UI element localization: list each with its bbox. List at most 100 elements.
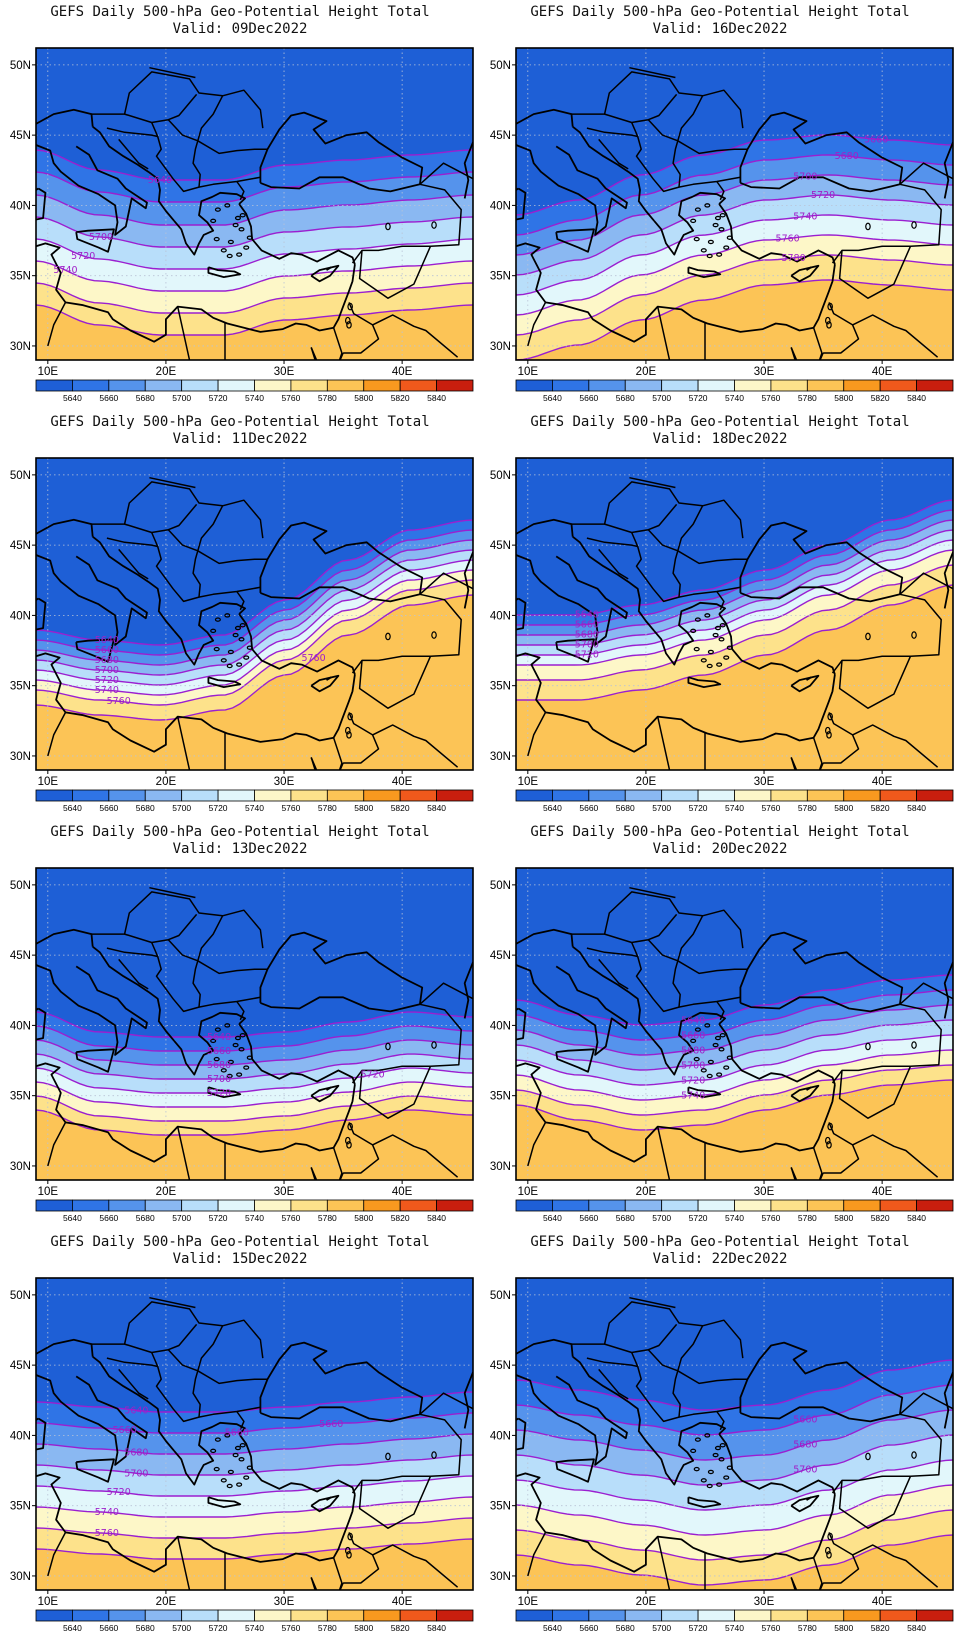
country-border bbox=[677, 1325, 704, 1372]
island bbox=[700, 1068, 707, 1073]
panel-valid-date: Valid: 13Dec2022 bbox=[172, 841, 308, 857]
country-border bbox=[823, 1144, 860, 1174]
country-border bbox=[419, 982, 473, 1005]
coastline bbox=[238, 1433, 356, 1495]
lake bbox=[385, 632, 391, 641]
country-border bbox=[831, 1003, 942, 1084]
country-border bbox=[571, 71, 744, 129]
lake bbox=[385, 1452, 391, 1461]
island bbox=[706, 253, 713, 259]
colorbar-cell bbox=[363, 1199, 401, 1212]
island bbox=[726, 1055, 733, 1060]
lat-tick-label: 30N bbox=[10, 341, 31, 353]
colorbar-cell bbox=[35, 379, 73, 392]
colorbar-label: 5680 bbox=[136, 803, 155, 813]
contour-line bbox=[36, 1496, 473, 1518]
country-border bbox=[647, 1349, 681, 1418]
country-border bbox=[823, 324, 860, 354]
lat-tick-label: 35N bbox=[490, 1091, 511, 1103]
colorbar-label: 5800 bbox=[354, 1213, 373, 1223]
lake bbox=[826, 731, 832, 739]
coastline bbox=[739, 111, 904, 193]
colorbar-cell bbox=[770, 1199, 808, 1212]
coastline bbox=[718, 1433, 836, 1495]
coastline bbox=[238, 613, 356, 675]
map-panel: GEFS Daily 500-hPa Geo-Potential Height … bbox=[480, 1230, 960, 1640]
colorbar-label: 5840 bbox=[907, 1213, 926, 1223]
colorbar-label: 5820 bbox=[391, 393, 410, 403]
island bbox=[704, 1023, 711, 1028]
colorbar-cell bbox=[552, 789, 590, 802]
colorbar-label: 5640 bbox=[543, 1623, 562, 1633]
island bbox=[234, 1035, 242, 1041]
island bbox=[690, 1448, 697, 1454]
country-border bbox=[790, 1577, 797, 1590]
contour-line bbox=[36, 304, 473, 336]
colorbar-label: 5700 bbox=[652, 803, 671, 813]
coastline bbox=[310, 1084, 340, 1103]
country-border bbox=[527, 1532, 547, 1577]
coastline bbox=[739, 931, 904, 1013]
contour-line bbox=[516, 499, 953, 616]
island bbox=[210, 628, 217, 634]
island bbox=[690, 1038, 697, 1044]
island bbox=[712, 222, 719, 228]
contour-label: 5760 bbox=[95, 1528, 119, 1539]
country-border bbox=[527, 712, 547, 757]
colorbar-cell bbox=[181, 789, 219, 802]
colorbar-label: 5820 bbox=[391, 803, 410, 813]
lon-tick-label: 30E bbox=[754, 1186, 775, 1198]
country-border bbox=[197, 505, 224, 552]
lon-tick-label: 20E bbox=[156, 1596, 177, 1608]
coastline bbox=[790, 1084, 820, 1103]
lake bbox=[346, 1141, 352, 1149]
contour-line bbox=[516, 1384, 953, 1436]
contour-label: 5660 bbox=[319, 1419, 343, 1430]
country-border bbox=[677, 915, 704, 962]
colorbar-label: 5760 bbox=[761, 803, 780, 813]
coastline bbox=[36, 1374, 148, 1466]
island bbox=[227, 649, 234, 655]
country-border bbox=[631, 942, 741, 1013]
colorbar-cell bbox=[290, 1609, 328, 1622]
country-border bbox=[838, 245, 912, 299]
coastline bbox=[653, 601, 726, 666]
lat-tick-label: 40N bbox=[10, 1430, 31, 1442]
colorbar-label: 5660 bbox=[579, 1213, 598, 1223]
colorbar-cell bbox=[916, 789, 954, 802]
country-border bbox=[197, 550, 268, 565]
colorbar-label: 5720 bbox=[689, 393, 708, 403]
colorbar-label: 5800 bbox=[354, 393, 373, 403]
panel-title: GEFS Daily 500-hPa Geo-Potential Height … bbox=[530, 414, 910, 430]
lake bbox=[865, 632, 871, 641]
country-border bbox=[47, 1532, 67, 1577]
contour-label: 5660 bbox=[575, 620, 599, 631]
country-border bbox=[716, 591, 725, 611]
country-border bbox=[106, 537, 158, 548]
lake bbox=[345, 726, 351, 735]
island bbox=[238, 1047, 245, 1052]
coastline bbox=[207, 1086, 242, 1098]
country-border bbox=[176, 1126, 191, 1180]
colorbar-cell bbox=[734, 789, 772, 802]
coastline bbox=[718, 613, 836, 675]
colorbar-cell bbox=[624, 379, 663, 392]
lat-tick-label: 50N bbox=[490, 60, 511, 72]
contour-line bbox=[36, 529, 473, 656]
map-frame bbox=[35, 47, 474, 361]
panel-title: GEFS Daily 500-hPa Geo-Potential Height … bbox=[50, 414, 430, 430]
island bbox=[719, 212, 726, 218]
country-border bbox=[310, 757, 317, 770]
colorbar-label: 5720 bbox=[689, 803, 708, 813]
coastline bbox=[687, 266, 722, 278]
country-border bbox=[831, 1413, 942, 1494]
height-band bbox=[516, 585, 953, 770]
country-border bbox=[351, 1003, 462, 1084]
country-border bbox=[236, 591, 245, 611]
colorbar-cell bbox=[734, 1199, 772, 1212]
map-panel: GEFS Daily 500-hPa Geo-Potential Height … bbox=[0, 820, 480, 1230]
country-border bbox=[343, 1554, 380, 1584]
coastline bbox=[36, 554, 148, 646]
contour-line bbox=[516, 974, 953, 1026]
contour-label: 5660 bbox=[864, 134, 888, 145]
